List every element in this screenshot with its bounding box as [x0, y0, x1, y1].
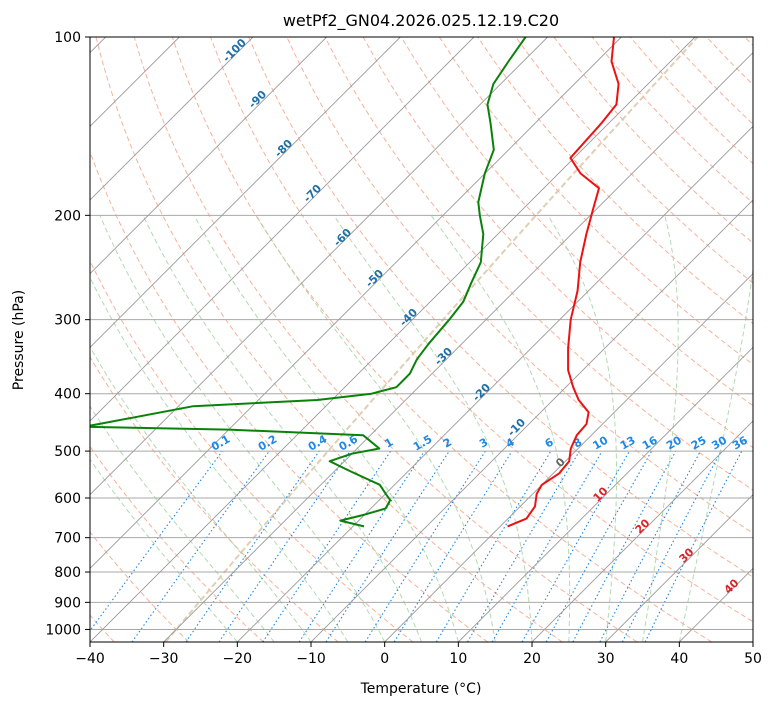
mixing-ratio-line: [572, 450, 677, 642]
dry-adiabat-line: [324, 37, 753, 491]
mixing-ratio-line: [644, 450, 743, 642]
x-tick-label: 30: [597, 651, 615, 667]
axis-ticks: −40 −30 −20 −10 0 10 20 30 40 50 100 200 300 400 500 60…: [45, 30, 762, 667]
isotherm-line: [605, 494, 753, 642]
isotherm-line: [90, 37, 696, 642]
mixing-ratio-line: [521, 450, 630, 642]
mixing-ratio-line: [131, 450, 270, 642]
moist-adiabat-line: [142, 215, 422, 642]
x-tick-label: 10: [449, 651, 467, 667]
dry-adiabat-line: [90, 356, 339, 642]
isotherm-line: [310, 199, 753, 642]
dry-adiabat-line: [90, 150, 488, 642]
isotherm-line: [163, 52, 753, 642]
x-tick-label: −10: [296, 651, 326, 667]
mixing-ratio-line: [545, 450, 653, 642]
x-tick-label: −40: [75, 651, 105, 667]
dry-adiabat-line: [90, 445, 264, 642]
mixing-ratio-line: [90, 450, 223, 632]
dry-adiabat-line: [95, 37, 563, 642]
moist-adiabat-line: [642, 215, 679, 642]
x-tick-label: 0: [380, 651, 389, 667]
dry-adiabat-line: [90, 531, 190, 642]
dry-adiabat-line: [515, 37, 753, 284]
x-tick-label: −20: [223, 651, 253, 667]
y-axis-label: Pressure (hPa): [11, 290, 27, 390]
moist-adiabat-line: [430, 215, 571, 642]
y-tick-label: 900: [54, 595, 81, 611]
dry-adiabat-line: [400, 37, 753, 407]
x-tick-label: 40: [670, 651, 688, 667]
dry-adiabat-line: [171, 37, 712, 642]
moist-adiabat-line: [547, 215, 617, 642]
plot-frame: [89, 36, 754, 643]
isotherm-line: [90, 37, 622, 569]
y-tick-label: 200: [54, 208, 81, 224]
y-tick-label: 700: [54, 531, 81, 547]
y-tick-label: 100: [54, 30, 81, 46]
isotherm-line: [458, 346, 753, 642]
moist-adiabat-line: [255, 215, 496, 642]
isotherm-line: [90, 37, 254, 201]
dry-adiabat-line: [438, 37, 753, 366]
x-tick-label: 20: [523, 651, 541, 667]
x-axis-label: Temperature (°C): [360, 681, 482, 697]
isotherm-line: [90, 37, 401, 348]
mixing-ratio-line: [325, 450, 450, 642]
moist-adiabat-line: [90, 345, 312, 642]
x-tick-label: 50: [744, 651, 762, 667]
dry-adiabat-line: [210, 37, 753, 623]
y-tick-label: 500: [54, 444, 81, 460]
temperature-profile-line: [507, 37, 620, 528]
mixing-ratio-line: [262, 450, 392, 642]
moist-adiabat-line: [99, 215, 386, 642]
dry-adiabat-line: [248, 37, 753, 578]
moist-adiabat-line: [678, 265, 753, 642]
y-tick-label: 600: [54, 491, 81, 507]
y-tick-label: 1000: [45, 622, 81, 638]
y-tick-label: 400: [54, 387, 81, 403]
mixing-ratio-line: [185, 450, 320, 642]
dewpoint-profile-line: [90, 37, 527, 528]
isotherm-line: [384, 273, 753, 642]
isotherm-line: [90, 37, 327, 275]
moist-adiabat-line: [90, 458, 238, 642]
mixing-ratio-line: [393, 450, 513, 642]
chart-title: wetPf2_GN04.2026.025.12.19.C20: [283, 11, 559, 31]
y-tick-label: 800: [54, 565, 81, 581]
isotherm-line: [90, 37, 548, 496]
moist-adiabat-line: [193, 215, 459, 642]
y-tick-label: 300: [54, 313, 81, 329]
isotherm-line: [531, 420, 753, 642]
x-tick-label: −30: [149, 651, 179, 667]
dry-adiabat-line: [133, 37, 638, 642]
reference-curve: [164, 37, 699, 642]
mixing-ratio-line: [298, 450, 425, 642]
isotherm-line: [237, 125, 753, 642]
mixing-ratio-line: [218, 450, 351, 642]
isotherm-line: [90, 37, 475, 422]
